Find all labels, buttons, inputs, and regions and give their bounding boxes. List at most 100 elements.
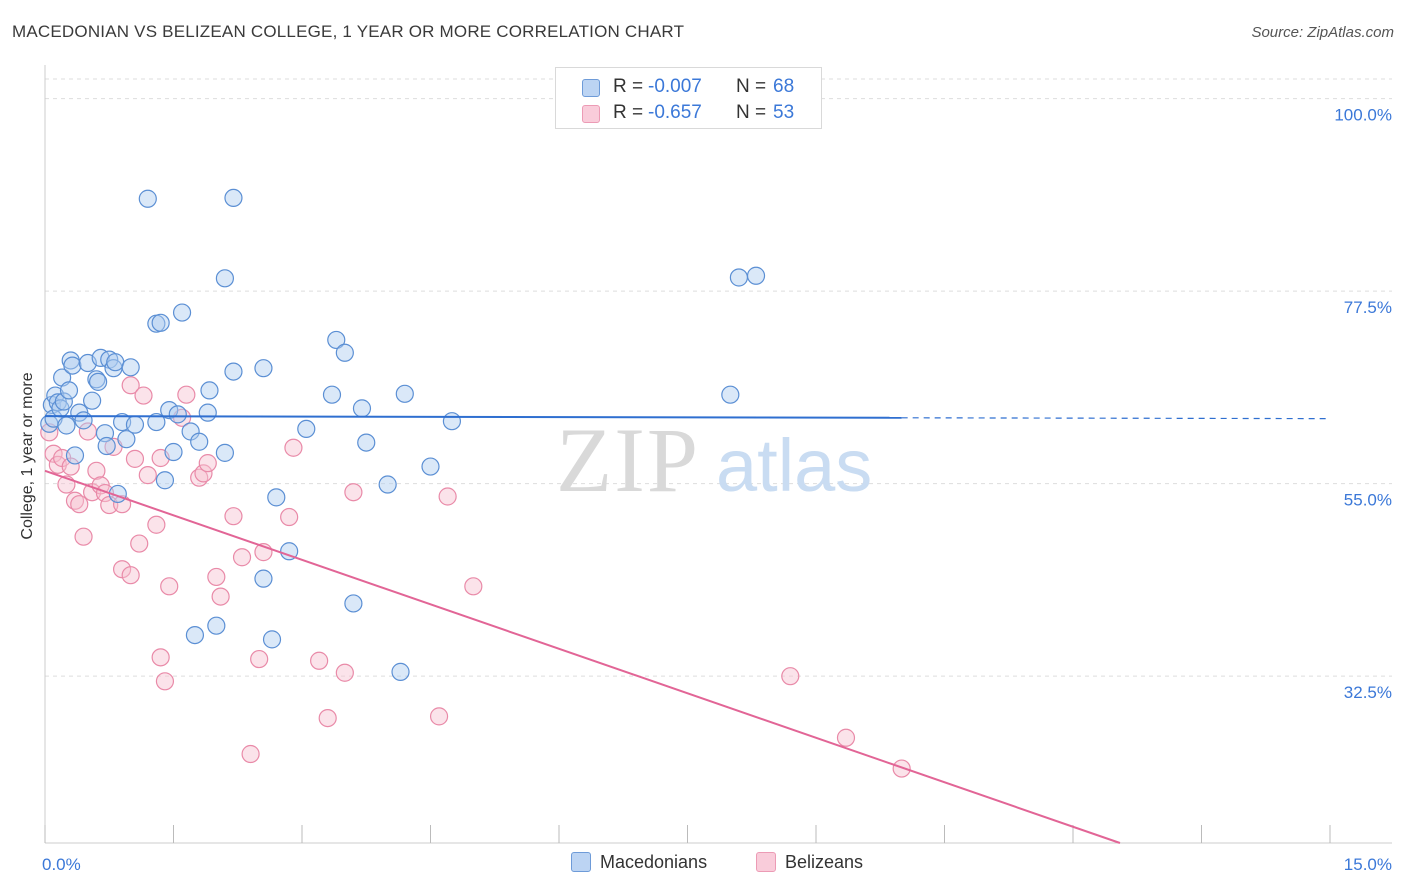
macedonian-point [117,430,136,449]
macedonian-point [65,446,85,465]
macedonian-point [421,457,440,476]
belizean-point [134,386,153,405]
belizean-point [198,454,217,473]
r-value: -0.657 [648,102,702,123]
x-tick-label: 0.0% [42,855,81,874]
watermark: ZIP atlas [556,409,872,511]
belizeans-legend-swatch [756,852,776,872]
legend-label: Macedonians [600,852,708,872]
macedonian-point [151,313,170,332]
belizean-point [344,483,363,502]
belizean-point [284,438,303,457]
macedonian-point [297,419,316,439]
belizean-point [130,534,149,553]
y-tick-label: 100.0% [1334,106,1392,125]
belizean-point [232,548,252,567]
belizean-point [318,708,337,728]
macedonian-trend-line [44,415,902,419]
belizean-point [125,449,145,468]
macedonian-point [357,433,376,452]
belizean-point [310,651,329,670]
belizean-point [74,527,93,546]
macedonian-point [721,385,740,404]
belizean-point [177,385,196,404]
chart-title: MACEDONIAN VS BELIZEAN COLLEGE, 1 YEAR O… [12,22,685,41]
belizean-point [151,648,170,667]
belizean-point [280,507,299,527]
macedonian-point [63,356,82,375]
belizean-point [194,464,213,483]
belizean-point [207,567,226,587]
macedonian-point [262,630,282,649]
macedonian-point [344,594,363,613]
belizean-point [250,649,269,669]
n-label: N = [736,102,767,123]
belizean-point [781,667,800,686]
belizean-point [335,663,354,682]
macedonian-point [147,412,166,432]
watermark-zip: ZIP [556,409,700,511]
macedonian-point [280,542,299,561]
belizean-point [464,577,483,596]
trend-lines [44,415,1331,844]
macedonian-point [442,412,462,431]
macedonian-point [322,385,342,404]
y-tick-label: 77.5% [1344,298,1392,317]
n-label: N = [736,76,767,97]
macedonian-point [746,266,766,285]
belizean-point [95,483,115,503]
macedonian-point [59,381,79,400]
macedonian-point [54,392,73,411]
macedonian-point [391,662,410,681]
belizean-point [892,759,911,778]
belizean-point [429,707,449,726]
belizean-point [121,376,140,395]
macedonian-point [168,405,187,424]
macedonian-point [97,436,116,456]
belizean-point [70,495,89,514]
belizean-point [160,577,179,596]
r-value: -0.007 [648,76,702,97]
macedonian-point [160,400,179,420]
belizean-point [241,744,260,764]
legend-label: Belizeans [785,852,864,872]
macedonian-point [57,416,76,435]
macedonian-point [215,269,234,288]
stats-box: R = -0.007 N = 68 R = -0.657 N = 53 [555,67,822,129]
source-label: Source: ZipAtlas.com [1251,24,1394,41]
macedonian-point [200,381,219,400]
tick-labels: 100.0% 77.5% 55.0% 32.5% 0.0% 15.0% [42,106,1392,874]
macedonian-point [352,399,372,418]
belizean-point [87,461,106,480]
macedonian-point [327,330,346,350]
legend-item-belizeans[interactable]: Belizeans [756,852,863,876]
macedonian-point [172,303,192,322]
macedonian-point [185,625,205,645]
y-tick-label: 32.5% [1344,683,1392,702]
belizean-point [61,457,80,476]
legend-item-macedonians[interactable]: Macedonians [571,852,707,876]
belizean-point [44,444,63,463]
belizean-trend-line [44,469,1121,844]
r-label: R = [613,76,644,97]
watermark-atlas: atlas [716,424,872,507]
macedonian-point [395,384,414,403]
macedonian-point [254,569,273,588]
macedonian-point [207,616,226,635]
belizean-point [121,566,140,585]
belizean-point [224,507,243,526]
macedonian-point [267,488,286,507]
macedonian-point [254,359,273,378]
belizean-swatch [582,105,600,123]
n-value: 68 [773,76,795,97]
macedonian-point [224,188,243,208]
macedonian-point [335,343,354,362]
belizean-point [147,515,166,534]
macedonian-point [121,358,140,377]
macedonians-legend-swatch [571,852,591,872]
belizean-point [138,466,157,485]
macedonian-point [164,442,183,462]
macedonian-point [74,411,93,430]
belizean-point [836,728,856,747]
